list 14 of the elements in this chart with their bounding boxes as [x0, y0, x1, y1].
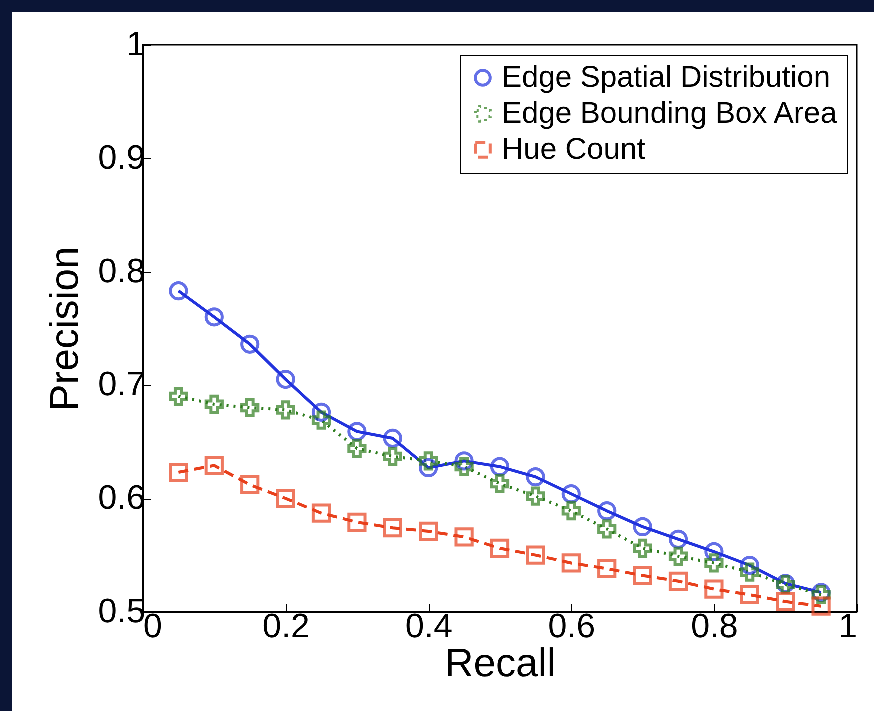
x-tick-label: 0.2: [262, 608, 310, 646]
y-tick-label: 0.8: [98, 252, 146, 290]
legend-label: Edge Bounding Box Area: [502, 97, 838, 130]
x-tick-label: 0: [144, 608, 162, 646]
y-tick-label: 0.5: [98, 592, 146, 630]
legend-label: Hue Count: [502, 133, 646, 166]
y-tick-label: 0.9: [98, 138, 146, 177]
legend-label: Edge Spatial Distribution: [502, 61, 831, 94]
y-tick-label: 0.6: [98, 479, 146, 518]
x-tick-label: 0.8: [691, 608, 738, 646]
y-axis-title: Precision: [43, 246, 88, 412]
x-tick-label: 1: [838, 608, 858, 646]
y-tick-label: 1: [126, 26, 146, 64]
y-tick-label: 0.7: [98, 366, 146, 404]
